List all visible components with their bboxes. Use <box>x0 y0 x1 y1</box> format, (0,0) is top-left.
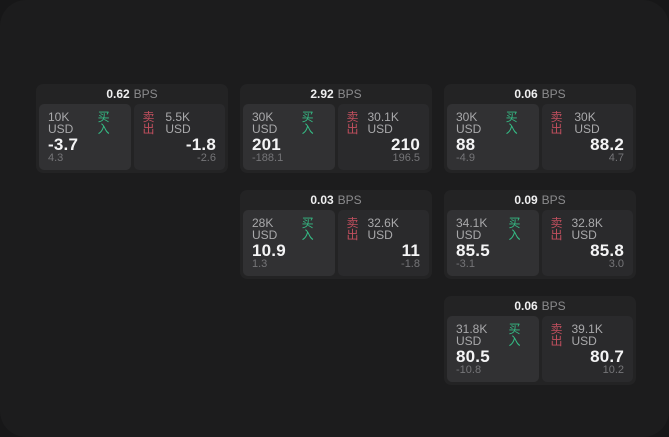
sell-tile[interactable]: 卖出 32.8K USD 85.8 3.0 <box>541 210 633 276</box>
sell-delta: 10.2 <box>602 364 624 376</box>
buy-price: 10.9 <box>252 240 286 260</box>
buy-delta: -3.1 <box>456 258 475 270</box>
buy-price: 85.5 <box>456 240 490 260</box>
buy-delta: 4.3 <box>48 152 64 164</box>
sell-delta: -1.8 <box>401 258 420 270</box>
spread-header: 0.06 BPS <box>447 84 633 104</box>
sell-amount: 39.1K USD <box>571 322 603 348</box>
sell-tile[interactable]: 卖出 30K USD 88.2 4.7 <box>541 104 633 170</box>
sell-side-label: 卖出 <box>346 110 359 136</box>
buy-price: 80.5 <box>456 346 490 366</box>
bps-unit-label: BPS <box>337 87 362 101</box>
sell-delta: 4.7 <box>608 152 624 164</box>
spread-header: 0.09 BPS <box>447 190 633 210</box>
sell-delta: 3.0 <box>608 258 624 270</box>
spread-value: 0.62 <box>106 87 130 101</box>
buy-price: -3.7 <box>48 134 79 154</box>
sell-tile[interactable]: 卖出 39.1K USD 80.7 10.2 <box>541 316 633 382</box>
spread-value: 0.09 <box>514 193 538 207</box>
quote-card: 0.06 BPS 30K USD 买入 88 -4.9 卖出 30K USD 8… <box>444 84 636 173</box>
sell-side-label: 卖出 <box>550 322 563 348</box>
buy-price: 88 <box>456 134 476 154</box>
sell-delta: 196.5 <box>392 152 420 164</box>
sell-tile[interactable]: 卖出 5.5K USD -1.8 -2.6 <box>133 104 225 170</box>
buy-tile[interactable]: 10K USD 买入 -3.7 4.3 <box>39 104 131 170</box>
quote-body: 30K USD 买入 201 -188.1 卖出 30.1K USD 210 1… <box>243 104 429 170</box>
buy-price: 201 <box>252 134 281 154</box>
buy-tile[interactable]: 30K USD 买入 201 -188.1 <box>243 104 335 170</box>
sell-tile[interactable]: 卖出 30.1K USD 210 196.5 <box>337 104 429 170</box>
sell-side-label: 卖出 <box>550 216 563 242</box>
quote-card: 0.06 BPS 31.8K USD 买入 80.5 -10.8 卖出 39.1… <box>444 296 636 385</box>
buy-delta: -10.8 <box>456 364 482 376</box>
buy-delta: -188.1 <box>252 152 284 164</box>
bps-unit-label: BPS <box>541 299 566 313</box>
sell-price: 210 <box>391 134 420 154</box>
sell-delta: -2.6 <box>197 152 216 164</box>
spread-header: 0.62 BPS <box>39 84 225 104</box>
quote-card: 2.92 BPS 30K USD 买入 201 -188.1 卖出 30.1K … <box>240 84 432 173</box>
buy-delta: -4.9 <box>456 152 475 164</box>
sell-amount: 30.1K USD <box>367 110 399 136</box>
sell-amount: 30K USD <box>574 110 600 136</box>
spread-header: 2.92 BPS <box>243 84 429 104</box>
buy-amount: 31.8K USD <box>456 322 488 348</box>
spread-header: 0.06 BPS <box>447 296 633 316</box>
sell-amount: 32.8K USD <box>571 216 603 242</box>
sell-side-label: 卖出 <box>346 216 359 242</box>
buy-tile[interactable]: 34.1K USD 买入 85.5 -3.1 <box>447 210 539 276</box>
buy-delta: 1.3 <box>252 258 268 270</box>
sell-price: 88.2 <box>590 134 624 154</box>
quote-body: 34.1K USD 买入 85.5 -3.1 卖出 32.8K USD 85.8… <box>447 210 633 276</box>
buy-side-label: 买入 <box>505 110 518 136</box>
quote-body: 30K USD 买入 88 -4.9 卖出 30K USD 88.2 4.7 <box>447 104 633 170</box>
quote-body: 28K USD 买入 10.9 1.3 卖出 32.6K USD 11 -1.8 <box>243 210 429 276</box>
bps-unit-label: BPS <box>337 193 362 207</box>
bps-unit-label: BPS <box>541 193 566 207</box>
quote-body: 10K USD 买入 -3.7 4.3 卖出 5.5K USD -1.8 -2.… <box>39 104 225 170</box>
spread-value: 0.03 <box>310 193 334 207</box>
buy-amount: 28K USD <box>252 216 278 242</box>
buy-amount: 30K USD <box>456 110 482 136</box>
sell-price: -1.8 <box>185 134 216 154</box>
spread-header: 0.03 BPS <box>243 190 429 210</box>
buy-amount: 10K USD <box>48 110 74 136</box>
buy-amount: 34.1K USD <box>456 216 488 242</box>
buy-side-label: 买入 <box>301 216 314 242</box>
quote-card: 0.03 BPS 28K USD 买入 10.9 1.3 卖出 32.6K US… <box>240 190 432 279</box>
sell-amount: 5.5K USD <box>165 110 191 136</box>
sell-tile[interactable]: 卖出 32.6K USD 11 -1.8 <box>337 210 429 276</box>
buy-side-label: 买入 <box>97 110 110 136</box>
bps-unit-label: BPS <box>541 87 566 101</box>
sell-amount: 32.6K USD <box>367 216 399 242</box>
buy-side-label: 买入 <box>508 322 521 348</box>
quote-card: 0.62 BPS 10K USD 买入 -3.7 4.3 卖出 5.5K USD… <box>36 84 228 173</box>
buy-tile[interactable]: 30K USD 买入 88 -4.9 <box>447 104 539 170</box>
quote-card: 0.09 BPS 34.1K USD 买入 85.5 -3.1 卖出 32.8K… <box>444 190 636 279</box>
buy-amount: 30K USD <box>252 110 278 136</box>
sell-price: 80.7 <box>590 346 624 366</box>
buy-tile[interactable]: 28K USD 买入 10.9 1.3 <box>243 210 335 276</box>
sell-price: 11 <box>401 240 420 260</box>
spread-value: 0.06 <box>514 299 538 313</box>
buy-tile[interactable]: 31.8K USD 买入 80.5 -10.8 <box>447 316 539 382</box>
spread-value: 2.92 <box>310 87 334 101</box>
sell-price: 85.8 <box>590 240 624 260</box>
quote-body: 31.8K USD 买入 80.5 -10.8 卖出 39.1K USD 80.… <box>447 316 633 382</box>
bps-unit-label: BPS <box>133 87 158 101</box>
sell-side-label: 卖出 <box>142 110 155 136</box>
buy-side-label: 买入 <box>508 216 521 242</box>
buy-side-label: 买入 <box>301 110 314 136</box>
sell-side-label: 卖出 <box>550 110 563 136</box>
spread-value: 0.06 <box>514 87 538 101</box>
